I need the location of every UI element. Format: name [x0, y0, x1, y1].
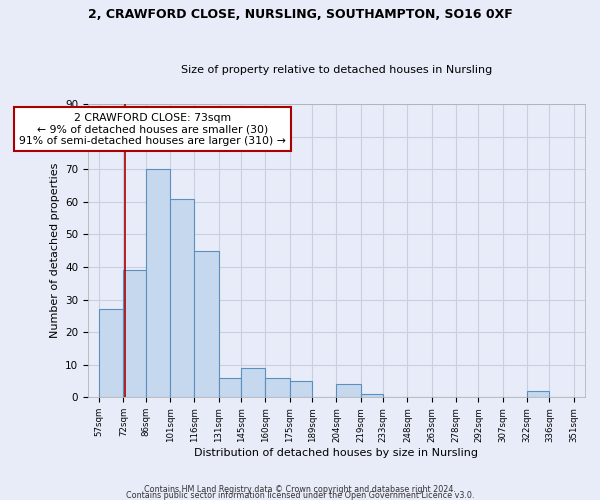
Text: 2 CRAWFORD CLOSE: 73sqm
← 9% of detached houses are smaller (30)
91% of semi-det: 2 CRAWFORD CLOSE: 73sqm ← 9% of detached…: [19, 113, 286, 146]
Bar: [265, 378, 290, 398]
Bar: [146, 169, 170, 398]
Bar: [290, 381, 312, 398]
Text: 2, CRAWFORD CLOSE, NURSLING, SOUTHAMPTON, SO16 0XF: 2, CRAWFORD CLOSE, NURSLING, SOUTHAMPTON…: [88, 8, 512, 20]
Bar: [337, 384, 361, 398]
Bar: [361, 394, 383, 398]
Bar: [170, 198, 194, 398]
Bar: [241, 368, 265, 398]
X-axis label: Distribution of detached houses by size in Nursling: Distribution of detached houses by size …: [194, 448, 478, 458]
Bar: [124, 270, 146, 398]
Bar: [194, 250, 218, 398]
Y-axis label: Number of detached properties: Number of detached properties: [50, 163, 59, 338]
Bar: [218, 378, 241, 398]
Title: Size of property relative to detached houses in Nursling: Size of property relative to detached ho…: [181, 66, 492, 76]
Bar: [527, 391, 550, 398]
Text: Contains HM Land Registry data © Crown copyright and database right 2024.: Contains HM Land Registry data © Crown c…: [144, 484, 456, 494]
Text: Contains public sector information licensed under the Open Government Licence v3: Contains public sector information licen…: [126, 490, 474, 500]
Bar: [99, 310, 124, 398]
